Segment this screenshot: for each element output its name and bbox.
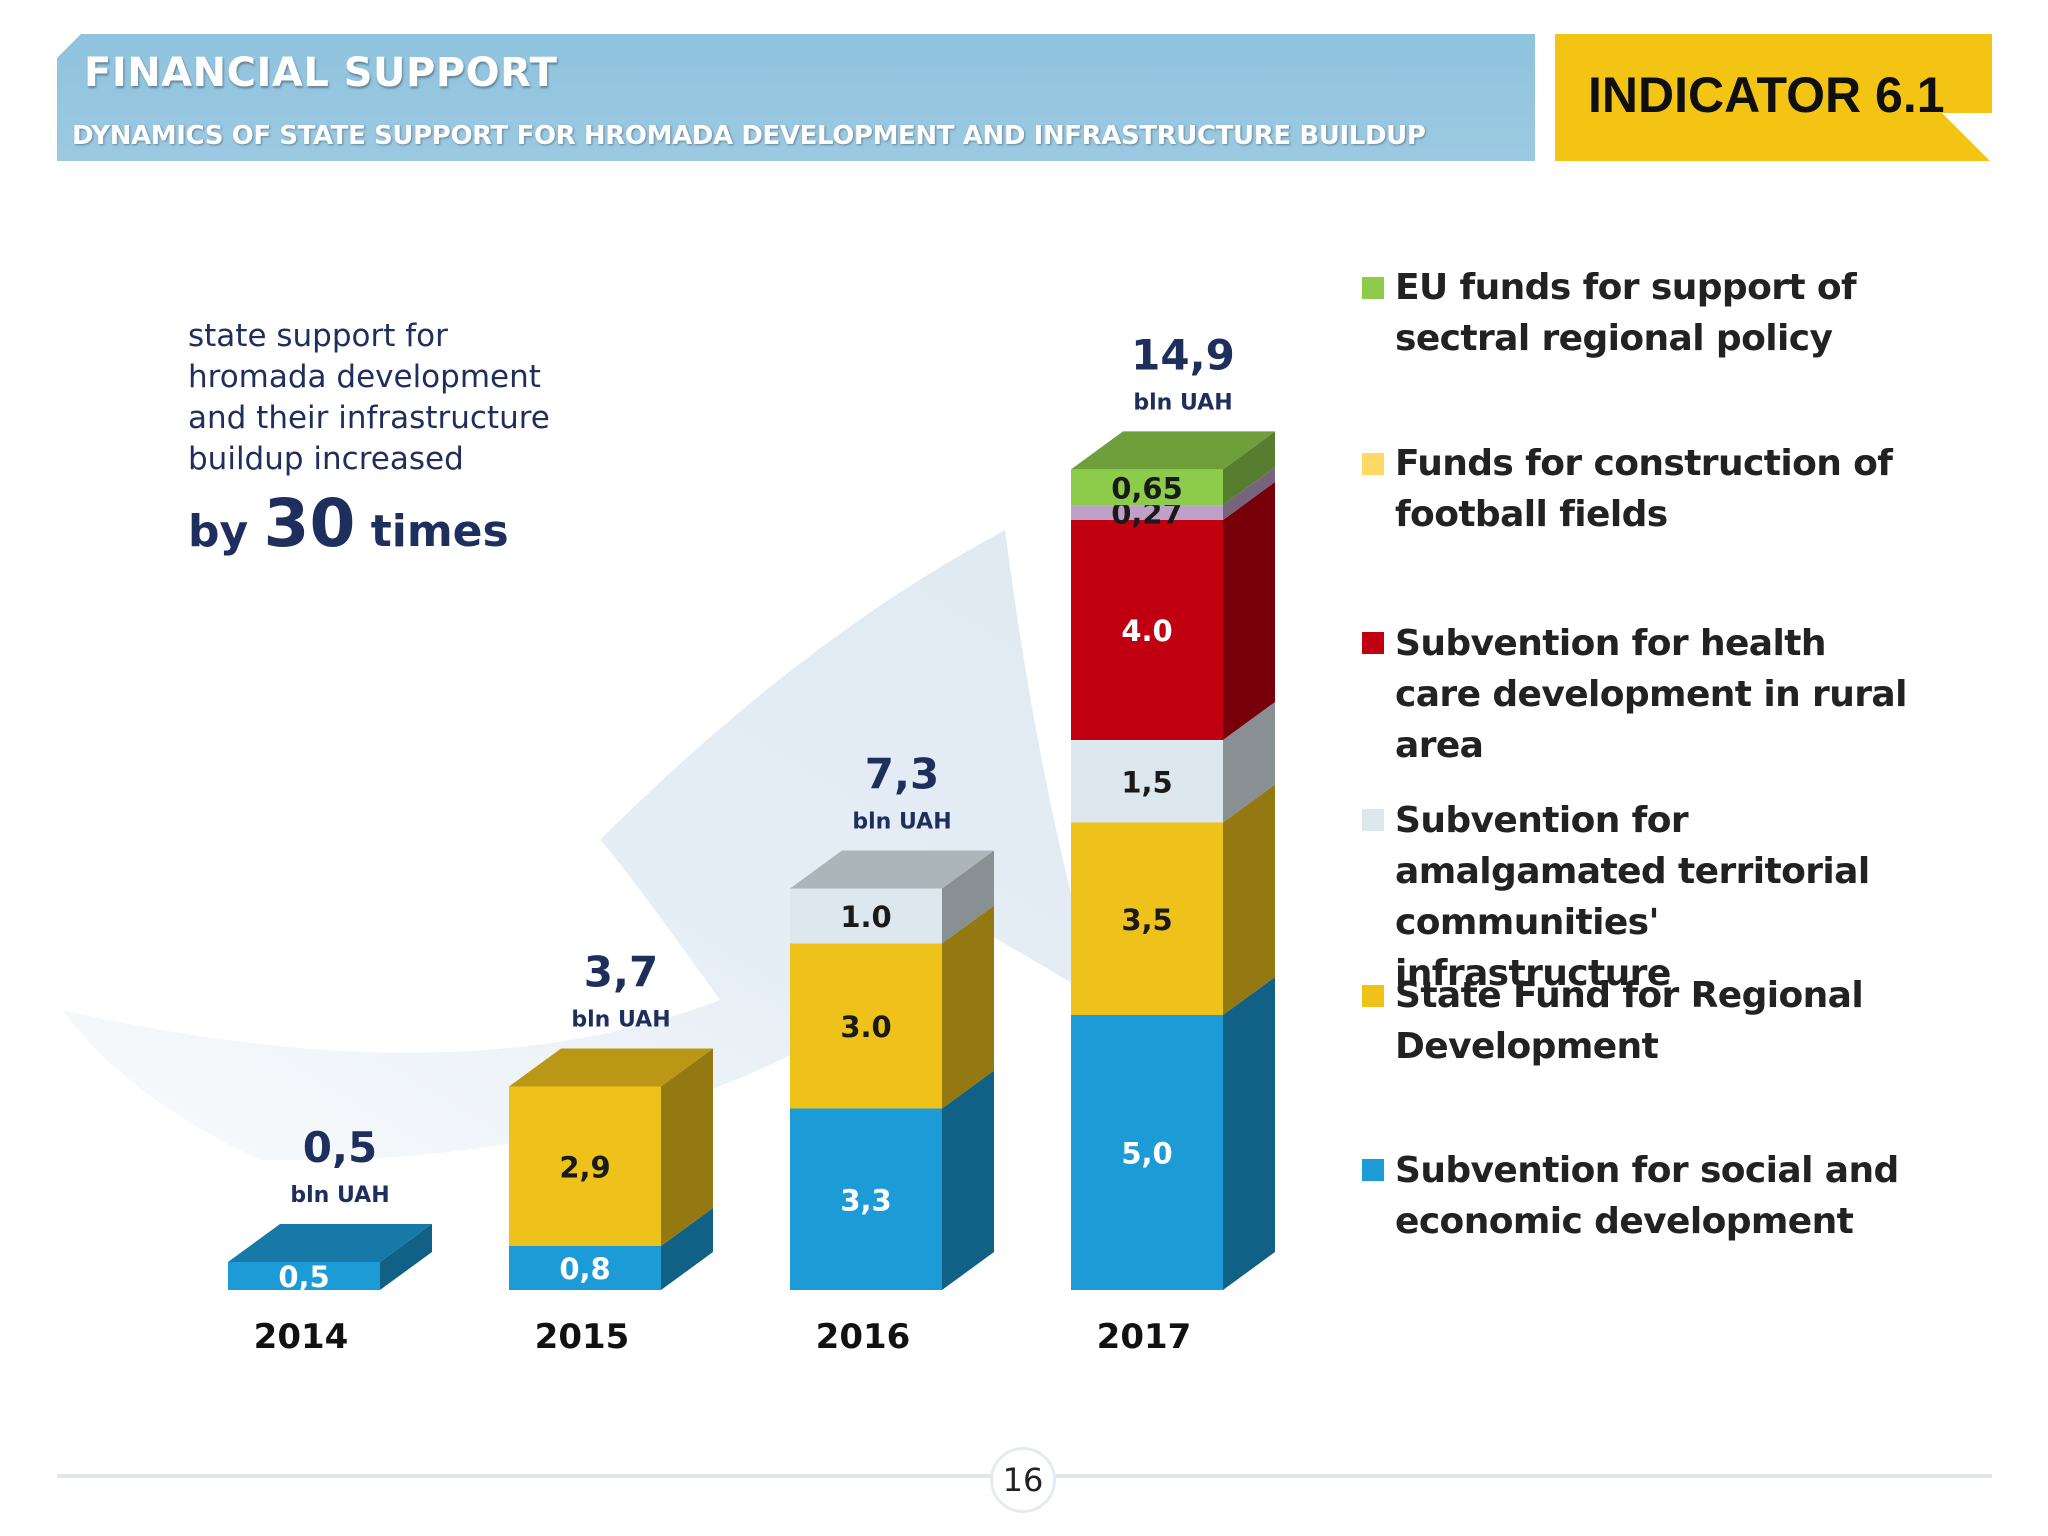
- x-tick-label: 2014: [254, 1317, 349, 1357]
- bar-segment: [790, 1108, 942, 1290]
- legend-item-state-fund: State Fund for Regional Development: [1395, 975, 1864, 1067]
- bar-segment: [1071, 822, 1223, 1015]
- bar-segment: [509, 1086, 661, 1246]
- summary-emphasis: by 30 times: [188, 485, 509, 562]
- legend-swatch: [1362, 277, 1384, 299]
- stacked-bar-chart: 0,5 0,5 bln UAH 2014 0,8 2,9 3,7 bln UAH 2015 3,3…: [62, 330, 1275, 1357]
- bar-segment: [1071, 1015, 1223, 1290]
- bar-top-face: [790, 850, 994, 889]
- legend-item-football-fields: Funds for construction of football field…: [1395, 443, 1893, 535]
- bar-segment-side: [1223, 482, 1275, 740]
- page-number: 16: [990, 1447, 1056, 1513]
- bar-segment: [790, 943, 942, 1109]
- indicator-badge: [1555, 34, 1992, 161]
- bar-segment-side: [661, 1048, 713, 1246]
- bar-segment-label: 0,5: [278, 1260, 329, 1294]
- summary-suffix: times: [370, 506, 509, 557]
- legend-swatch: [1362, 632, 1384, 654]
- bar-segment-label: 4.0: [1121, 614, 1172, 648]
- page-title: FINANCIAL SUPPORT: [84, 50, 558, 96]
- bar-segment-side: [661, 1208, 713, 1290]
- bar-segment-label: 0,65: [1111, 471, 1183, 505]
- bar-segment-label: 5,0: [1121, 1137, 1172, 1171]
- bar-segment-side: [942, 1070, 994, 1290]
- legend-swatch: [1362, 985, 1384, 1007]
- bar-segment-side: [1223, 467, 1275, 520]
- bar-total-unit: bln UAH: [571, 1008, 670, 1033]
- bar-segment-label: 3.0: [840, 1010, 891, 1044]
- bar-segment-label: 1.0: [840, 900, 891, 934]
- bar-segment-side: [1223, 977, 1275, 1290]
- bar-total-label: 0,5: [303, 1123, 377, 1172]
- bar-segment-label: 2,9: [559, 1150, 610, 1184]
- summary-text-line: buildup increased: [188, 441, 464, 477]
- bar-segment: [1071, 740, 1223, 823]
- bar-total-unit: bln UAH: [1133, 390, 1232, 415]
- bar-top-face: [1071, 431, 1275, 470]
- bar-segment-side: [1223, 702, 1275, 823]
- summary-prefix: by: [188, 506, 249, 557]
- page-subtitle: DYNAMICS OF STATE SUPPORT FOR HROMADA DE…: [72, 121, 1426, 151]
- bar-segment: [509, 1246, 661, 1290]
- bar-segment-side: [1223, 431, 1275, 506]
- bar-segment-side: [942, 850, 994, 944]
- summary-number: 30: [263, 485, 356, 562]
- bar-total-unit: bln UAH: [852, 810, 951, 835]
- bar-total-label: 7,3: [865, 750, 939, 799]
- legend-item-amalgamated-communities: Subvention for amalgamated territorial c…: [1395, 800, 1870, 994]
- summary-text-line: hromada development: [188, 359, 541, 395]
- header-notch: [57, 34, 81, 58]
- bar-segment: [790, 888, 942, 944]
- bar-segment-label: 3,5: [1121, 903, 1172, 937]
- legend-item-eu-funds: EU funds for support of sectral regional…: [1395, 267, 1857, 359]
- bar-total-label: 14,9: [1131, 330, 1235, 379]
- bar-segment-side: [1223, 784, 1275, 1015]
- bar-segment: [1071, 520, 1223, 740]
- bar-segment-side: [380, 1224, 432, 1290]
- bar-segment: [1071, 505, 1223, 520]
- legend-swatch: [1362, 453, 1384, 475]
- legend-swatch: [1362, 1159, 1384, 1181]
- bar-segment-label: 3,3: [840, 1183, 891, 1217]
- indicator-badge-corner: [1942, 113, 1992, 163]
- summary-text-line: and their infrastructure: [188, 400, 550, 436]
- legend-swatch: [1362, 809, 1384, 831]
- x-tick-label: 2016: [816, 1317, 911, 1357]
- bar-top-face: [228, 1224, 432, 1262]
- bar-total-unit: bln UAH: [290, 1183, 389, 1208]
- header-band: [57, 34, 1535, 161]
- bar-segment-label: 1,5: [1121, 765, 1172, 799]
- x-tick-label: 2015: [535, 1317, 630, 1357]
- bar-segment: [228, 1262, 380, 1290]
- legend-item-social-economic: Subvention for social and economic devel…: [1395, 1150, 1899, 1242]
- bar-top-face: [509, 1048, 713, 1087]
- bar-total-label: 3,7: [584, 948, 658, 997]
- bar-segment-side: [942, 905, 994, 1109]
- summary-text-line: state support for: [188, 318, 448, 354]
- legend-item-health-care: Subvention for health care development i…: [1395, 623, 1907, 766]
- x-tick-label: 2017: [1097, 1317, 1192, 1357]
- bar-segment: [1071, 469, 1223, 506]
- indicator-label: INDICATOR 6.1: [1588, 67, 1945, 123]
- bar-segment-label: 0,8: [559, 1252, 610, 1286]
